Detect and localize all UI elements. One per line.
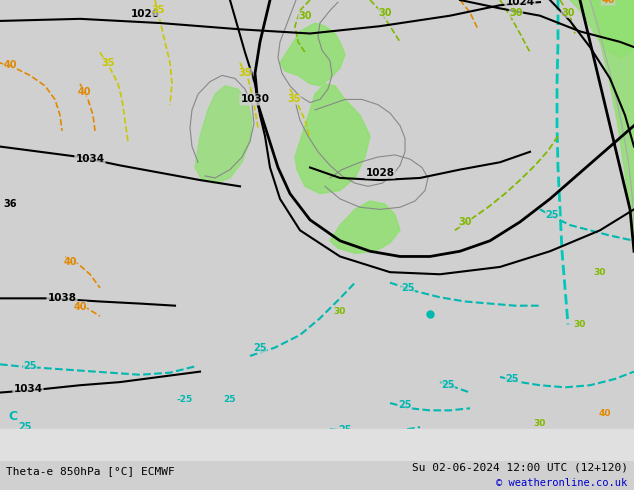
Text: C: C (8, 410, 17, 423)
Text: Theta-e 850hPa [°C] ECMWF: Theta-e 850hPa [°C] ECMWF (6, 466, 175, 476)
Text: 25: 25 (401, 283, 415, 293)
Text: 30: 30 (458, 217, 472, 227)
Text: 40: 40 (77, 87, 91, 97)
Polygon shape (570, 0, 634, 58)
Text: 40: 40 (3, 60, 16, 70)
Text: © weatheronline.co.uk: © weatheronline.co.uk (496, 478, 628, 488)
Text: 35: 35 (238, 68, 252, 78)
Text: 25: 25 (545, 210, 559, 220)
Polygon shape (195, 86, 252, 183)
Polygon shape (590, 0, 634, 251)
Text: 35: 35 (152, 5, 165, 16)
Text: 1026: 1026 (131, 9, 160, 19)
Text: 40: 40 (74, 302, 87, 312)
Text: 1034: 1034 (13, 385, 42, 394)
Text: 25: 25 (18, 422, 32, 432)
Text: 30: 30 (574, 320, 586, 329)
Text: 36: 36 (3, 199, 16, 209)
Bar (0, 429, 634, 461)
Polygon shape (330, 201, 400, 253)
Text: 25: 25 (505, 374, 519, 384)
Text: 30: 30 (594, 268, 606, 277)
Text: 40: 40 (601, 0, 615, 5)
Text: 35: 35 (287, 95, 301, 104)
Polygon shape (280, 23, 345, 86)
Text: 30: 30 (298, 11, 312, 21)
Text: 25: 25 (441, 380, 455, 390)
Text: 25: 25 (339, 425, 352, 435)
Polygon shape (295, 84, 370, 194)
Text: 25: 25 (23, 362, 37, 371)
Text: Su 02-06-2024 12:00 UTC (12+120): Su 02-06-2024 12:00 UTC (12+120) (411, 463, 628, 473)
Text: 30: 30 (561, 7, 575, 18)
Text: 30: 30 (334, 307, 346, 317)
Text: 25: 25 (253, 343, 267, 352)
Text: 30: 30 (509, 7, 523, 18)
Text: 30: 30 (534, 419, 546, 428)
Text: 1024: 1024 (505, 0, 534, 7)
Text: 1034: 1034 (75, 154, 105, 164)
Text: 35: 35 (101, 58, 115, 68)
Text: 1028: 1028 (365, 168, 394, 178)
Text: 1038: 1038 (48, 294, 77, 303)
Text: 25: 25 (398, 400, 411, 410)
Text: 30: 30 (378, 7, 392, 18)
Text: 1030: 1030 (240, 95, 269, 104)
Text: 40: 40 (63, 257, 77, 267)
Text: 25: 25 (224, 395, 236, 404)
Text: 40: 40 (598, 409, 611, 418)
Text: -25: -25 (177, 395, 193, 404)
